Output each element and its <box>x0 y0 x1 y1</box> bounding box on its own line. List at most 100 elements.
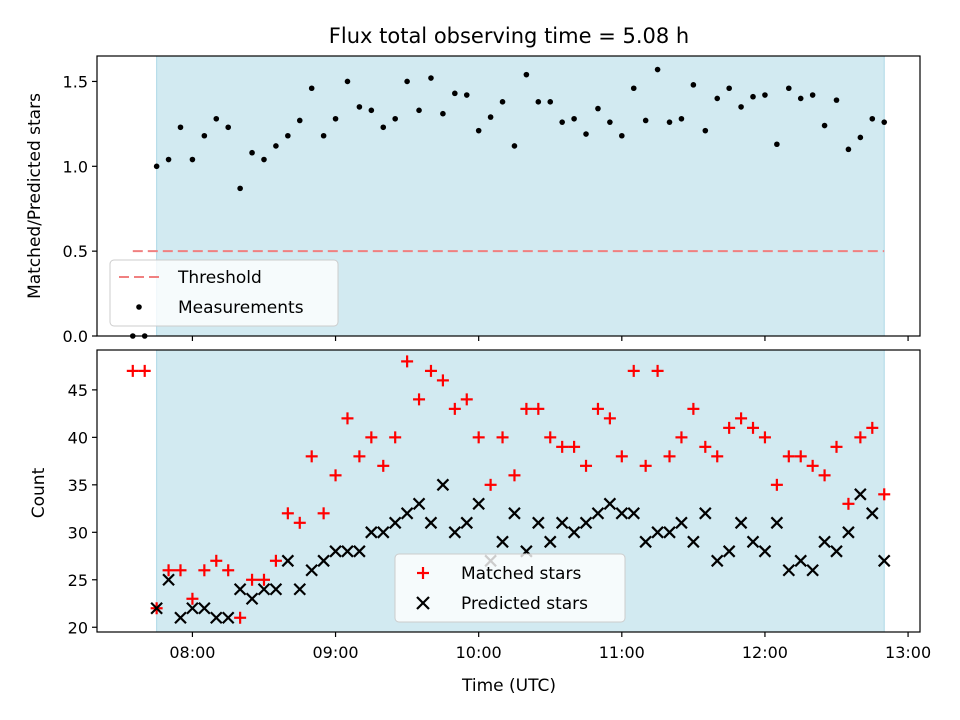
measurement-point <box>678 115 685 122</box>
measurement-point <box>344 78 351 85</box>
predicted-star-point <box>830 545 843 558</box>
bottom-y-tick-label: 45 <box>68 381 88 400</box>
measurement-point <box>607 119 613 125</box>
matched-star-point <box>747 421 760 434</box>
predicted-star-point <box>436 478 450 492</box>
top-y-tick-label: 0.0 <box>63 327 88 346</box>
matched-star-point <box>186 592 199 605</box>
matched-star-point <box>305 450 318 463</box>
bottom-panel: 20 25 30 35 40 45 08:00 09:00 10:00 11:00 12:00 13… <box>29 349 931 696</box>
measurement-point <box>177 124 184 131</box>
bottom-y-tick-label: 20 <box>68 618 88 637</box>
matched-star-point <box>353 450 366 463</box>
predicted-star-point <box>579 516 593 530</box>
matched-star-point <box>138 364 151 377</box>
predicted-star-point <box>877 554 891 568</box>
predicted-star-point <box>722 545 736 558</box>
matched-star-point <box>472 431 485 444</box>
top-x-ticks <box>191 336 909 341</box>
matched-star-point <box>496 431 509 444</box>
measurement-points <box>129 66 888 339</box>
measurement-point <box>714 95 721 102</box>
measurement-point <box>690 82 697 88</box>
matched-star-point <box>413 393 426 406</box>
measurement-point <box>619 132 625 139</box>
matched-star-point <box>878 488 891 501</box>
matched-star-point <box>770 478 783 491</box>
measurement-point <box>559 119 565 125</box>
predicted-star-point <box>233 582 247 596</box>
measurement-point <box>452 90 458 97</box>
predicted-star-point <box>639 535 652 549</box>
bottom-y-axis-label: Count <box>29 467 49 518</box>
predicted-star-point <box>198 601 211 615</box>
measurement-point <box>428 75 434 81</box>
measurement-point <box>404 78 410 85</box>
bottom-x-ticks: 08:00 09:00 10:00 11:00 12:00 13:00 <box>169 632 931 662</box>
predicted-star-point <box>186 601 199 615</box>
legend-measurements-label: Measurements <box>178 298 304 318</box>
predicted-star-point <box>603 497 617 511</box>
matched-star-point <box>365 431 378 444</box>
predicted-star-point <box>150 601 163 615</box>
matched-star-point <box>341 412 354 425</box>
measurement-point <box>475 127 482 134</box>
predicted-star-point <box>209 611 223 625</box>
predicted-star-point <box>663 526 676 539</box>
measurement-point <box>273 143 279 149</box>
predicted-star-point <box>627 507 641 520</box>
measurement-point <box>797 95 804 102</box>
matched-star-point <box>210 554 223 567</box>
legend-matched-swatch <box>417 567 429 579</box>
predicted-star-point <box>174 611 187 625</box>
matched-star-point <box>627 364 640 377</box>
measurement-point <box>571 115 577 122</box>
matched-star-point <box>317 507 330 520</box>
matched-star-point <box>448 402 461 415</box>
legend-predicted-label: Predicted stars <box>461 594 588 614</box>
matched-star-point <box>246 573 259 586</box>
legend-measurements-swatch <box>136 304 142 310</box>
matched-star-point <box>735 412 748 425</box>
measurement-point <box>845 146 852 153</box>
matched-star-point <box>436 374 449 387</box>
predicted-star-point <box>699 507 712 520</box>
bottom-x-tick-label: 09:00 <box>312 643 358 662</box>
matched-star-point <box>257 573 270 586</box>
predicted-star-point <box>615 507 629 520</box>
matched-star-point <box>460 393 473 406</box>
measurement-point <box>833 97 840 103</box>
measurement-point <box>285 132 291 139</box>
matched-star-point <box>818 469 831 482</box>
measurement-point <box>237 185 243 192</box>
matched-star-point <box>639 459 652 472</box>
predicted-star-point <box>245 592 259 606</box>
predicted-star-point <box>269 582 283 596</box>
measurement-point <box>547 99 554 105</box>
measurement-point <box>416 107 422 114</box>
matched-star-point <box>234 611 247 624</box>
predicted-star-point <box>424 516 438 530</box>
bottom-x-tick-label: 08:00 <box>169 643 215 662</box>
predicted-star-point <box>866 507 879 520</box>
x-axis-label: Time (UTC) <box>461 676 556 696</box>
predicted-star-point <box>472 497 485 511</box>
measurement-point <box>380 124 387 131</box>
measurement-point <box>368 107 375 114</box>
matched-star-point <box>484 478 497 491</box>
measurement-point <box>809 92 816 98</box>
top-y-tick-label: 1.0 <box>63 157 88 176</box>
matched-star-point <box>699 440 712 453</box>
legend-threshold-label: Threshold <box>177 268 262 288</box>
matched-star-point <box>782 450 795 463</box>
matched-star-point <box>556 440 569 453</box>
matched-star-point <box>520 402 533 415</box>
matched-star-point <box>126 364 139 377</box>
matched-star-point <box>568 440 581 453</box>
matched-star-point <box>401 355 414 368</box>
matched-star-point <box>830 440 843 453</box>
measurement-point <box>726 85 732 92</box>
measurement-point <box>392 115 398 122</box>
predicted-star-point <box>293 582 307 596</box>
